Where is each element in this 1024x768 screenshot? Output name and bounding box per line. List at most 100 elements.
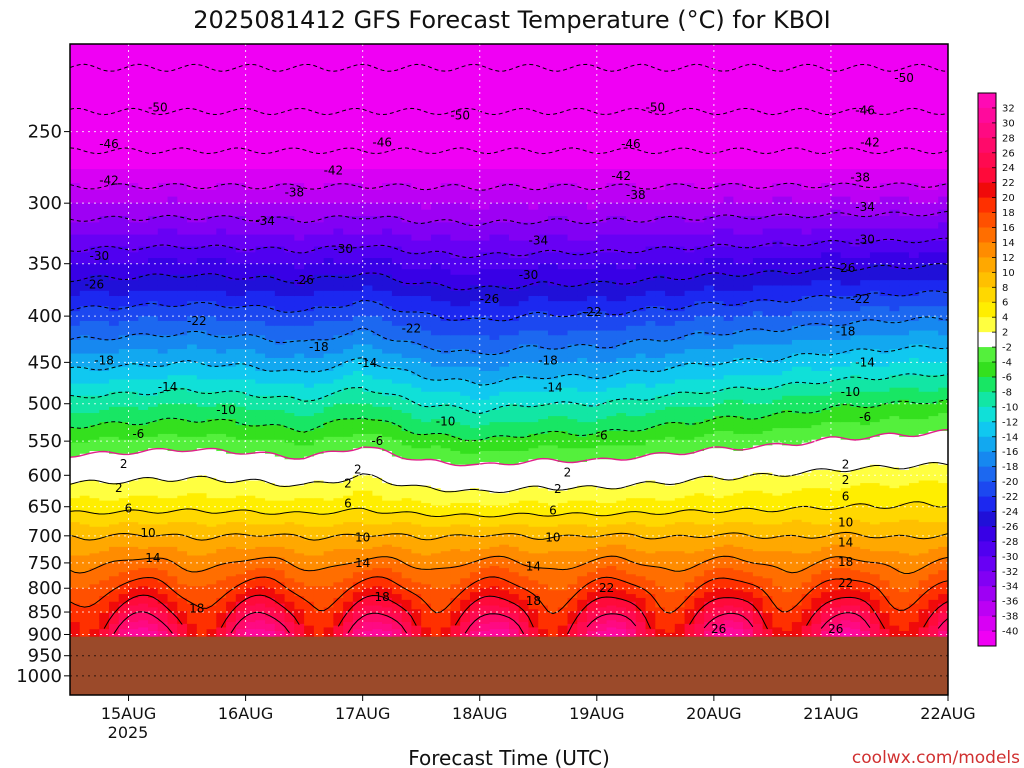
heatmap-cell	[265, 81, 276, 91]
heatmap-cell	[187, 115, 198, 125]
heatmap-cell	[138, 258, 149, 265]
heatmap-cell	[226, 306, 237, 312]
heatmap-cell	[255, 570, 266, 573]
heatmap-cell	[157, 154, 169, 163]
heatmap-cell	[226, 196, 237, 204]
heatmap-cell	[118, 542, 130, 546]
heatmap-cell	[245, 362, 256, 368]
heatmap-cell	[128, 81, 139, 91]
heatmap-cell	[99, 321, 110, 327]
heatmap-cell	[216, 362, 227, 368]
heatmap-cell	[265, 406, 276, 411]
heatmap-cell	[265, 295, 276, 302]
heatmap-cell	[265, 594, 276, 597]
heatmap-cell	[148, 274, 159, 281]
heatmap-cell	[128, 515, 139, 519]
heatmap-cell	[138, 533, 149, 537]
heatmap-cell	[157, 442, 169, 446]
heatmap-cell	[255, 515, 266, 519]
heatmap-cell	[255, 44, 266, 45]
heatmap-cell	[128, 618, 139, 621]
heatmap-cell	[294, 526, 305, 530]
heatmap-cell	[255, 391, 266, 397]
heatmap-cell	[157, 582, 169, 585]
heatmap-cell	[177, 98, 188, 108]
heatmap-cell	[109, 252, 120, 259]
heatmap-cell	[226, 115, 237, 125]
heatmap-cell	[177, 357, 188, 363]
heatmap-cell	[157, 498, 169, 502]
heatmap-cell	[79, 488, 91, 492]
heatmap-cell	[128, 154, 139, 163]
heatmap-cell	[177, 53, 188, 64]
heatmap-cell	[89, 629, 100, 632]
heatmap-cell	[89, 549, 100, 552]
heatmap-cell	[206, 555, 217, 559]
heatmap-cell	[177, 483, 188, 487]
heatmap-cell	[187, 379, 198, 385]
heatmap-cell	[206, 399, 217, 405]
heatmap-cell	[118, 316, 130, 322]
heatmap-cell	[99, 623, 110, 627]
heatmap-cell	[187, 383, 198, 389]
heatmap-cell	[187, 353, 198, 359]
heatmap-cell	[304, 576, 315, 579]
heatmap-cell	[89, 375, 100, 381]
heatmap-cell	[109, 503, 120, 507]
heatmap-cell	[245, 475, 256, 479]
heatmap-cell	[226, 566, 237, 569]
heatmap-cell	[109, 464, 120, 468]
heatmap-cell	[245, 515, 256, 519]
heatmap-cell	[177, 493, 188, 497]
heatmap-cell	[118, 611, 130, 614]
heatmap-cell	[187, 176, 198, 184]
heatmap-cell	[226, 594, 237, 597]
heatmap-cell	[235, 252, 247, 259]
heatmap-cell	[274, 483, 286, 487]
heatmap-cell	[187, 131, 198, 140]
heatmap-cell	[274, 413, 286, 417]
heatmap-cell	[226, 495, 237, 499]
heatmap-cell	[157, 529, 169, 532]
heatmap-cell	[304, 459, 315, 463]
heatmap-cell	[148, 529, 159, 532]
heatmap-cell	[128, 280, 139, 287]
heatmap-cell	[235, 503, 247, 507]
heatmap-cell	[304, 519, 315, 523]
heatmap-cell	[235, 406, 247, 411]
heatmap-cell	[157, 90, 169, 100]
heatmap-cell	[177, 519, 188, 523]
heatmap-cell	[109, 634, 120, 637]
heatmap-cell	[109, 98, 120, 108]
heatmap-cell	[99, 252, 110, 259]
heatmap-cell	[255, 269, 266, 276]
heatmap-cell	[118, 419, 130, 423]
heatmap-cell	[226, 582, 237, 585]
heatmap-cell	[187, 416, 198, 420]
heatmap-cell	[138, 549, 149, 552]
heatmap-cell	[79, 596, 91, 599]
heatmap-cell	[99, 301, 110, 307]
heatmap-cell	[187, 90, 198, 100]
heatmap-cell	[128, 475, 139, 479]
heatmap-cell	[226, 510, 237, 514]
heatmap-cell	[216, 216, 227, 223]
heatmap-cell	[304, 483, 315, 487]
heatmap-cell	[118, 428, 130, 432]
heatmap-cell	[148, 590, 159, 593]
heatmap-cell	[226, 131, 237, 140]
heatmap-cell	[148, 603, 159, 607]
heatmap-cell	[294, 451, 305, 455]
heatmap-cell	[138, 419, 149, 423]
heatmap-cell	[284, 475, 295, 479]
heatmap-cell	[118, 439, 130, 444]
heatmap-cell	[284, 551, 295, 554]
heatmap-cell	[216, 44, 227, 55]
heatmap-cell	[177, 335, 188, 341]
heatmap-cell	[294, 519, 305, 523]
heatmap-cell	[274, 488, 286, 492]
heatmap-cell	[304, 290, 315, 297]
heatmap-cell	[284, 559, 295, 563]
heatmap-cell	[109, 546, 120, 550]
heatmap-cell	[245, 409, 256, 414]
